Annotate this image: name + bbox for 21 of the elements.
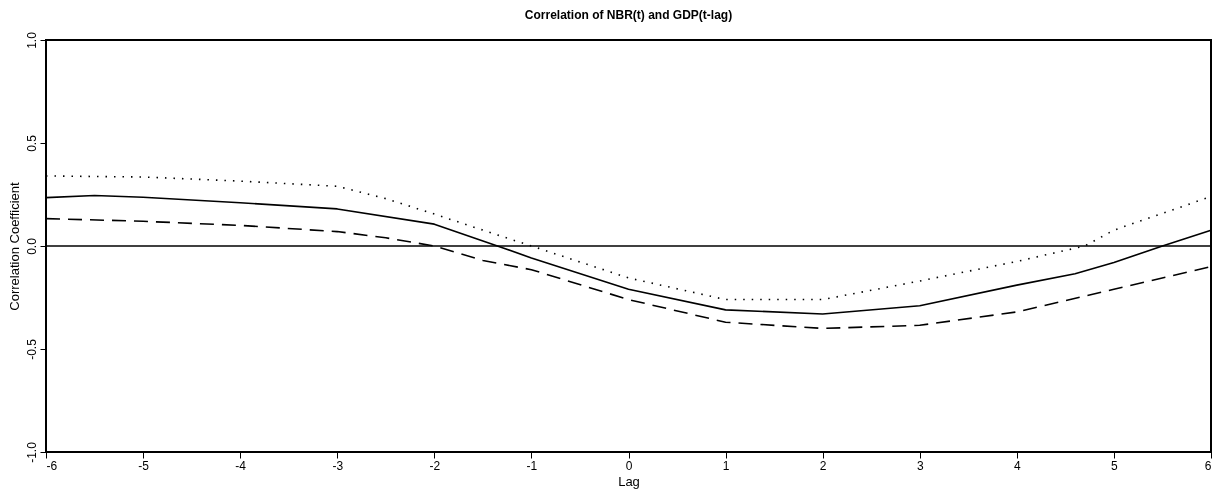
x-tick-label: -1 xyxy=(526,458,538,473)
y-tick-label: 0.0 xyxy=(24,237,39,255)
x-tick-label: 6 xyxy=(1204,458,1212,473)
y-tick-label: 1.0 xyxy=(24,31,39,49)
x-tick-label: -6 xyxy=(46,458,58,473)
x-axis-title: Lag xyxy=(618,473,640,489)
y-axis-title: Correlation Coefficient xyxy=(6,181,22,311)
x-tick-label: -4 xyxy=(235,458,247,473)
x-tick-label: 3 xyxy=(916,458,924,473)
chart-title: Correlation of NBR(t) and GDP(t-lag) xyxy=(524,7,733,22)
y-tick-label: 0.5 xyxy=(24,134,39,152)
y-tick-label: -0.5 xyxy=(24,338,39,360)
x-tick-label: 1 xyxy=(722,458,730,473)
x-tick-label: 4 xyxy=(1013,458,1021,473)
x-tick-label: -5 xyxy=(138,458,150,473)
x-tick-label: -2 xyxy=(429,458,441,473)
x-tick-label: 5 xyxy=(1111,458,1119,473)
y-tick-label: -1.0 xyxy=(24,441,39,463)
x-tick-label: -3 xyxy=(332,458,344,473)
x-tick-label: 0 xyxy=(625,458,633,473)
x-tick-label: 2 xyxy=(819,458,827,473)
